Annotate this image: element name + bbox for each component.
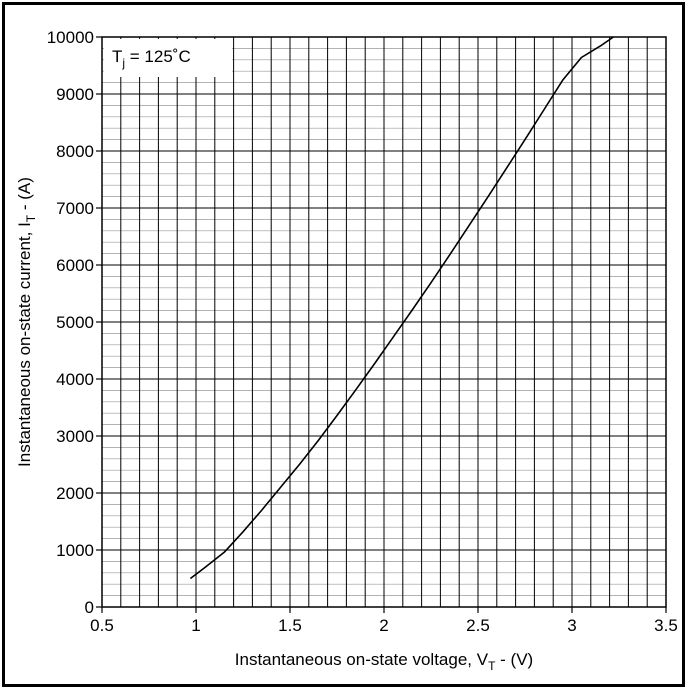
- y-tick-label: 8000: [56, 142, 94, 161]
- x-tick-label: 3.5: [654, 616, 678, 635]
- x-axis-label-tail: - (V): [495, 650, 533, 669]
- x-axis-label-main: Instantaneous on-state voltage, V: [235, 650, 489, 669]
- x-tick-label: 3: [567, 616, 576, 635]
- annotation-background: [104, 39, 232, 77]
- y-axis-label-tail: - (A): [15, 177, 34, 215]
- x-tick-label: 2.5: [466, 616, 490, 635]
- x-tick-label: 0.5: [90, 616, 114, 635]
- x-tick-label: 1.5: [278, 616, 302, 635]
- series-layer: [189, 36, 614, 580]
- y-tick-label: 0: [85, 598, 94, 617]
- y-tick-label: 1000: [56, 541, 94, 560]
- x-tick-labels: 0.5 1 1.5 2 2.5 3 3.5: [90, 607, 678, 635]
- x-axis-label: Instantaneous on-state voltage, VT - (V): [235, 650, 533, 673]
- x-axis-label-sub: T: [488, 659, 496, 673]
- y-tick-label: 2000: [56, 484, 94, 503]
- x-tick-label: 1: [191, 616, 200, 635]
- y-tick-label: 6000: [56, 256, 94, 275]
- y-tick-label: 4000: [56, 370, 94, 389]
- y-axis-label-main: Instantaneous on-state current, I: [15, 222, 34, 467]
- annotation-tail: = 125˚C: [125, 47, 191, 66]
- x-tick-label: 2: [379, 616, 388, 635]
- y-tick-labels: 0 1000 2000 3000 4000 5000 6000 7000 8000 9000 100…: [47, 28, 102, 617]
- y-tick-label: 10000: [47, 28, 94, 47]
- annotation-text: Tj = 125˚C: [112, 47, 191, 70]
- y-axis-label: Instantaneous on-state current, IT - (A): [15, 177, 38, 467]
- y-tick-label: 3000: [56, 427, 94, 446]
- y-axis-label-sub: T: [24, 214, 38, 222]
- y-tick-label: 5000: [56, 313, 94, 332]
- major-grid: [101, 36, 667, 608]
- y-tick-label: 9000: [56, 85, 94, 104]
- annotation-box: [104, 39, 232, 77]
- annotation-main: T: [112, 47, 122, 66]
- y-tick-label: 7000: [56, 199, 94, 218]
- annotation-sub: j: [121, 56, 125, 70]
- series-line: [189, 36, 614, 580]
